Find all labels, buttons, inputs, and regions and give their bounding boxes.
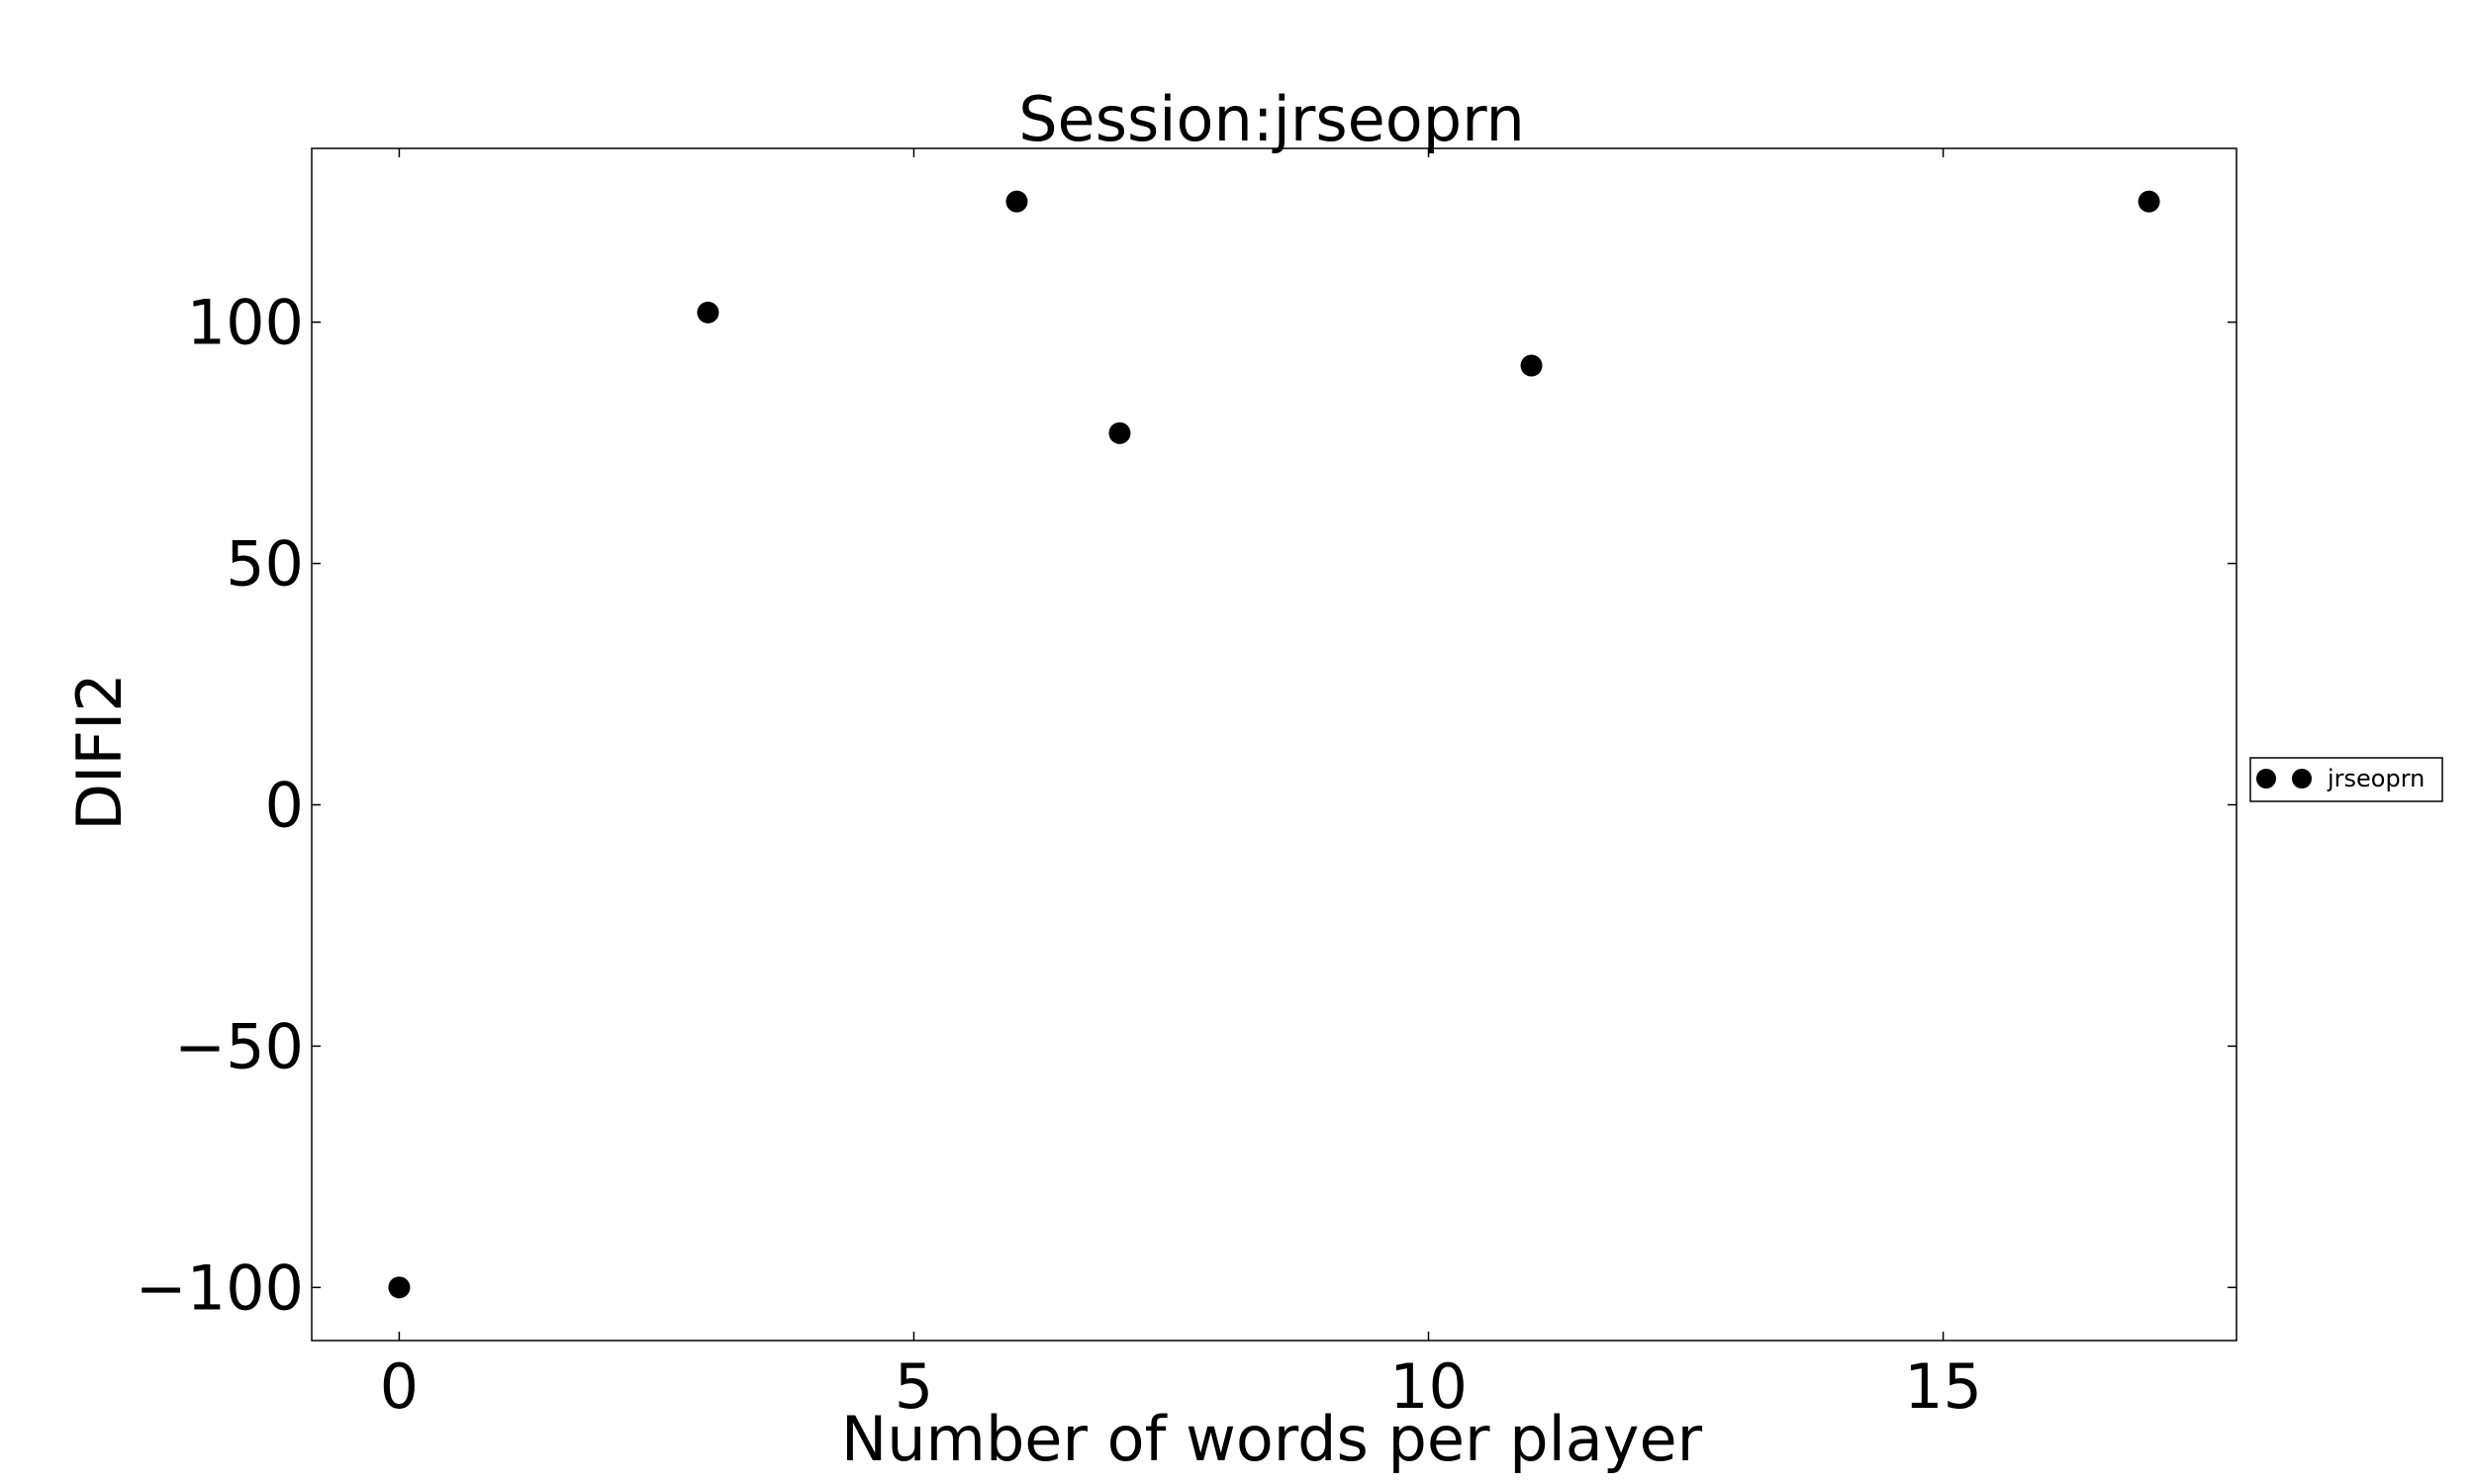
legend-marker-2 (2292, 769, 2312, 788)
y-axis-label: DIFI2 (63, 673, 136, 830)
data-point-0-1 (697, 301, 719, 324)
x-axis-label: Number of words per player (841, 1403, 1703, 1475)
y-tick-label-4: 100 (187, 287, 304, 359)
x-tick-label-0: 0 (380, 1350, 419, 1423)
data-point-0-4 (1520, 354, 1543, 377)
plot-frame (311, 147, 2237, 1342)
axis-ticks: 0 5 10 15 −100 −50 0 50 100 (136, 148, 2236, 1423)
legend-label: jrseoprn (2327, 765, 2425, 792)
x-tick-label-2: 10 (1389, 1350, 1468, 1423)
data-points (388, 190, 2160, 1299)
y-tick-label-0: −100 (136, 1252, 304, 1324)
y-tick-label-1: −50 (174, 1010, 304, 1082)
x-tick-label-3: 15 (1904, 1350, 1982, 1423)
legend-box (2249, 757, 2443, 802)
chart-title: Session:jrseoprn (1018, 83, 1525, 155)
data-point-0-5 (2138, 190, 2160, 213)
x-tick-label-1: 5 (895, 1350, 933, 1423)
legend-marker-1 (2256, 769, 2276, 788)
y-tick-label-3: 50 (226, 528, 304, 601)
data-point-0-0 (388, 1276, 411, 1299)
y-tick-label-2: 0 (265, 769, 304, 841)
data-point-0-2 (1005, 190, 1028, 213)
legend: jrseoprn (2249, 757, 2443, 802)
data-point-0-3 (1108, 421, 1131, 444)
